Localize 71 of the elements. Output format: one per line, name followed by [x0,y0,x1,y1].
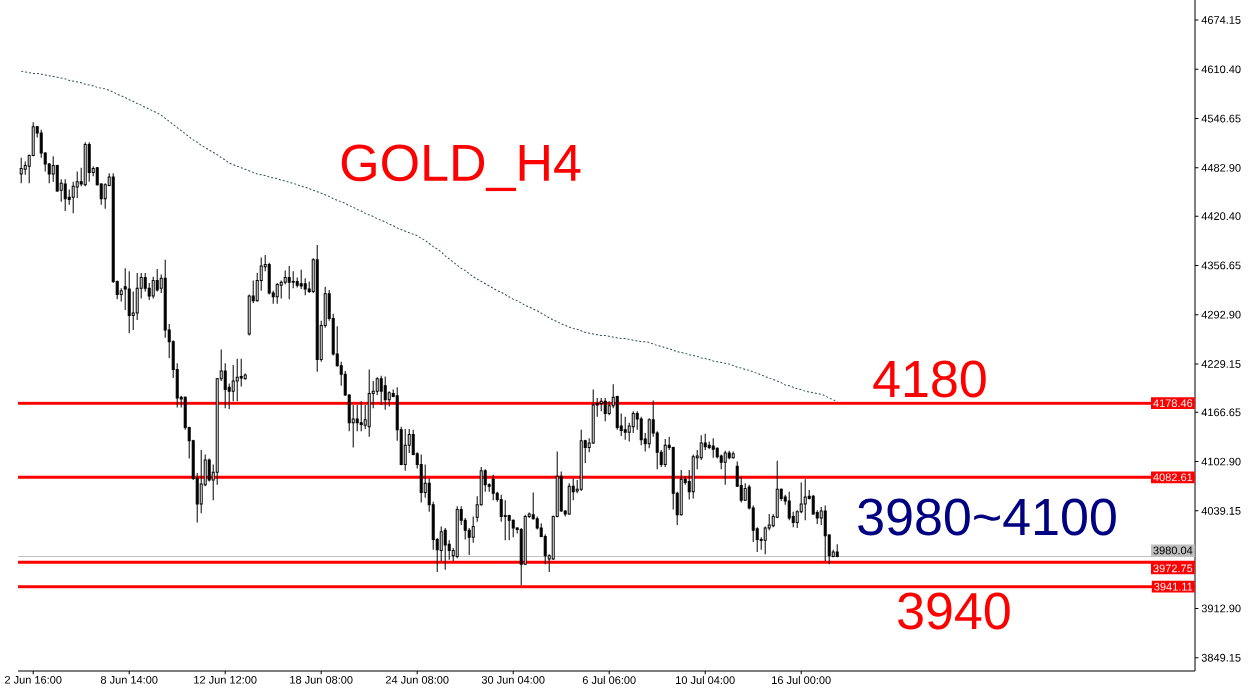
ref-line-label: 3980.04 [1153,546,1193,555]
candlestick [723,450,727,486]
candlestick [275,282,279,305]
candlestick [811,494,815,516]
candlestick [199,449,203,514]
candlestick [503,499,507,541]
candlestick [763,525,767,555]
candlestick [287,265,291,300]
text: 3980~4100 [858,498,1116,536]
y-tick-label: 4292.90 [1201,310,1241,319]
candlestick [699,434,703,461]
candlestick [499,494,503,523]
candlestick [631,410,635,434]
y-tick-label: 4610.40 [1201,65,1241,74]
y-tick-label: 4674.15 [1201,16,1241,24]
candlestick [355,404,359,432]
y-tick-label: 3912.90 [1201,604,1241,613]
x-tick-label: 30 Jun 04:00 [481,675,545,684]
candlestick [63,178,67,212]
text: 3940 [898,592,1010,630]
candlestick [207,457,211,483]
candlestick [231,364,235,402]
candlestick [787,491,791,521]
candlestick [75,171,79,199]
y-tick-label: 4229.15 [1201,360,1241,368]
candlestick [71,181,75,214]
x-tick-label: 10 Jul 04:00 [676,675,735,685]
y-tick-label: 4102.90 [1201,457,1241,466]
candlestick [803,478,807,521]
candlestick [403,428,407,472]
candlestick [663,438,667,468]
x-tick-label: 16 Jul 00:00 [772,675,831,685]
candlestick [439,525,443,562]
y-tick-label: 3849.15 [1201,653,1241,662]
candlestick [711,437,715,459]
y-tick-label: 4166.65 [1201,408,1241,417]
y-tick-label: 4039.15 [1201,506,1241,515]
x-tick-label: 18 Jun 08:00 [290,675,353,684]
x-tick-label: 12 Jun 12:00 [194,675,257,684]
candlestick [359,400,363,432]
candlestick [235,358,239,402]
candlestick [19,157,23,184]
x-tick-label: 6 Jul 06:00 [582,675,636,685]
candlestick [639,416,643,446]
candlestick [151,276,155,299]
ref-line-label: 3972.75 [1153,564,1193,573]
text: 4180 [873,360,986,398]
candlestick [383,375,387,411]
candlestick [623,416,627,441]
candlestick [603,397,607,422]
y-tick-label: 4482.90 [1201,163,1241,172]
ref-line-label: 4082.61 [1153,473,1193,482]
ref-line-label: 3941.11 [1154,582,1193,591]
x-tick-label: 2 Jun 16:00 [5,675,62,684]
candlestick [443,527,447,571]
candlestick [647,417,651,449]
candlestick [379,375,383,406]
candlestick [239,358,243,388]
candlestick [491,474,495,501]
text: GOLD_H4 [341,144,581,192]
y-tick-label: 4546.65 [1201,114,1241,123]
y-tick-label: 4356.65 [1201,261,1241,270]
candlestick [131,290,135,331]
candlestick [507,514,511,541]
candlestick [471,515,475,544]
x-tick-label: 24 Jun 08:00 [385,675,449,684]
y-tick-label: 4420.40 [1201,212,1241,221]
candlestick [299,269,303,290]
x-tick-label: 8 Jun 14:00 [100,675,158,684]
candlestick [223,362,227,409]
ref-line-label: 4178.46 [1153,399,1193,408]
